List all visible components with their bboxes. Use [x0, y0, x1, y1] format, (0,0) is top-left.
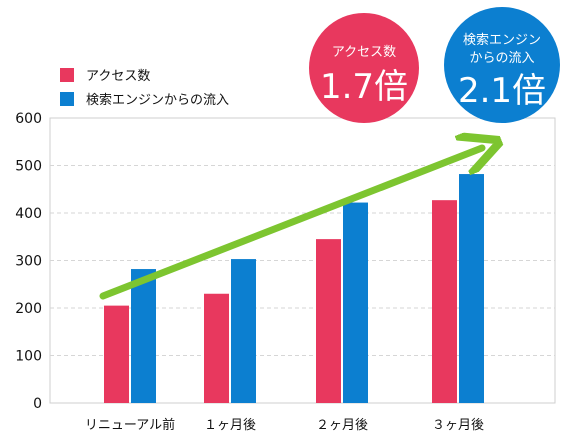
- legend-label-search: 検索エンジンからの流入: [86, 93, 229, 108]
- legend: アクセス数 検索エンジンからの流入: [60, 68, 229, 108]
- badge-access-title: アクセス数: [332, 45, 396, 60]
- y-tick-label: 200: [15, 301, 42, 317]
- x-category-label: リニューアル前: [85, 417, 175, 433]
- y-tick-label: 0: [33, 396, 42, 412]
- y-tick-label: 100: [15, 349, 42, 365]
- bar-search: [459, 174, 484, 403]
- y-tick-label: 400: [15, 206, 42, 222]
- bar-access: [104, 305, 129, 403]
- badge-search-ratio: 検索エンジン からの流入 2.1倍: [444, 7, 560, 123]
- y-axis: 0 100 200 300 400 500 600: [15, 111, 42, 412]
- bar-access: [432, 200, 457, 403]
- x-category-label: ２ヶ月後: [316, 418, 368, 433]
- bar-access: [204, 293, 229, 403]
- x-category-label: ３ヶ月後: [432, 418, 484, 433]
- legend-label-access: アクセス数: [86, 69, 150, 84]
- legend-swatch-search: [60, 92, 74, 106]
- y-tick-label: 500: [15, 159, 42, 175]
- badge-search-title-line2: からの流入: [469, 51, 534, 66]
- badge-search-value: 2.1倍: [458, 71, 546, 111]
- y-tick-label: 600: [15, 111, 42, 127]
- x-category-label: １ヶ月後: [204, 418, 256, 433]
- badge-access-circle: [309, 13, 419, 123]
- trend-arrow: [99, 148, 482, 300]
- badge-access-value: 1.7倍: [320, 67, 408, 107]
- legend-swatch-access: [60, 68, 74, 82]
- bars: [104, 174, 484, 403]
- badge-search-title-line1: 検索エンジン: [463, 33, 541, 48]
- x-axis-labels: リニューアル前 １ヶ月後 ２ヶ月後 ３ヶ月後: [85, 417, 484, 433]
- badge-search-circle: [444, 7, 560, 123]
- bar-access: [316, 239, 341, 403]
- bar-search: [231, 259, 256, 403]
- bar-search: [131, 269, 156, 403]
- y-tick-label: 300: [15, 254, 42, 270]
- badge-access-ratio: アクセス数 1.7倍: [309, 13, 419, 123]
- bar-search: [343, 202, 368, 403]
